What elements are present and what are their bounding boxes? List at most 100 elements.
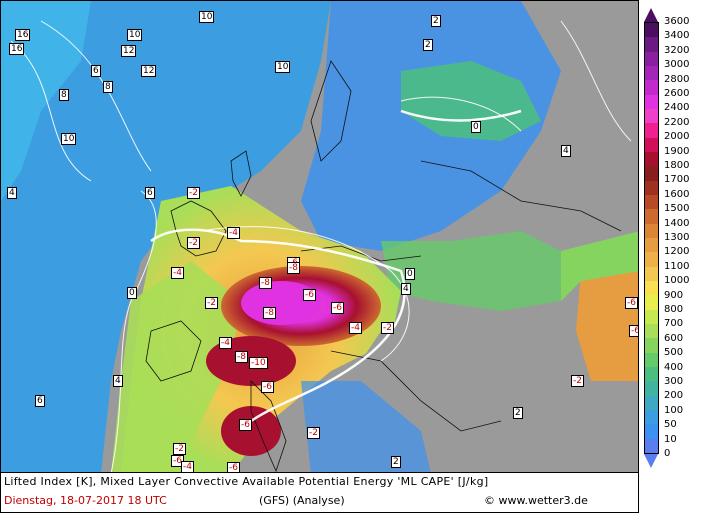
lifted-index-label: -10 (249, 357, 268, 369)
scale-tick-label: 1300 (664, 232, 690, 243)
scale-tick-label: 1600 (664, 188, 690, 200)
lifted-index-label: -6 (239, 419, 252, 431)
lifted-index-label: -2 (307, 427, 320, 439)
scale-color-cell (645, 80, 658, 95)
scale-tick-label: 100 (664, 404, 684, 416)
lifted-index-label: 10 (61, 133, 77, 145)
scale-tick-label: 1800 (664, 160, 690, 171)
scale-color-cell (645, 180, 658, 195)
scale-tick-label: 3600 (664, 16, 690, 27)
scale-tick-label: 1900 (664, 145, 690, 157)
lifted-index-label: 8 (103, 81, 113, 93)
scale-tick-label: 10 (664, 433, 677, 445)
lifted-index-label: -4 (181, 461, 194, 472)
color-scale: 3600 3400 3200 3000 2800 2600 2400 2200 2000 1900… (640, 0, 704, 473)
cape-east-warm (576, 261, 638, 381)
scale-arrow-down-icon (644, 454, 658, 468)
scale-tick-label: 200 (664, 390, 684, 402)
scale-tick-label: 2600 (664, 88, 690, 99)
scale-color-cell (645, 309, 658, 324)
lifted-index-label: -6 (629, 325, 638, 337)
scale-color-cell (645, 266, 658, 281)
scale-color-cell (645, 194, 658, 210)
lifted-index-label: 12 (121, 45, 137, 57)
scale-tick-label: 1700 (664, 174, 690, 186)
scale-color-cell (645, 424, 658, 439)
cape-italy-blue (301, 381, 431, 472)
scale-tick-label: 1000 (664, 275, 690, 287)
lifted-index-label: -8 (259, 277, 272, 289)
scale-color-cell (645, 65, 658, 81)
lifted-index-label: -4 (219, 337, 232, 349)
scale-tick-label: 800 (664, 304, 684, 315)
scale-color-cell (645, 23, 658, 38)
cape-east-green-2 (561, 231, 638, 301)
lifted-index-label: -6 (303, 289, 316, 301)
scale-color-cell (645, 295, 658, 310)
scale-color-cell (645, 37, 658, 52)
lifted-index-label: 2 (513, 407, 523, 419)
scale-tick-label: 1100 (664, 260, 690, 272)
lifted-index-label: 8 (59, 89, 69, 101)
cape-scandinavia-green (401, 61, 541, 141)
scale-color-cell (645, 151, 658, 167)
scale-color-cell (645, 395, 658, 410)
lifted-index-label: 10 (199, 11, 215, 23)
scale-color-cell (645, 323, 658, 339)
cape-france-green (111, 261, 241, 472)
lifted-index-label: 0 (405, 268, 415, 280)
scale-tick-label: 500 (664, 347, 684, 359)
lifted-index-label: -6 (261, 381, 274, 393)
scale-color-cell (645, 123, 658, 138)
scale-tick-label: 1400 (664, 217, 690, 229)
map-date: Dienstag, 18-07-2017 18 UTC (4, 494, 167, 507)
lifted-index-label: -2 (173, 443, 186, 455)
scale-color-cell (645, 51, 658, 66)
scale-color-cell (645, 223, 658, 238)
lifted-index-label: 4 (7, 187, 17, 199)
lifted-index-label: 10 (275, 61, 291, 73)
model-info: (GFS) (Analyse) (259, 494, 345, 507)
scale-tick-label: 0 (664, 448, 671, 459)
lifted-index-label: -4 (349, 322, 362, 334)
scale-tick-label: 2800 (664, 73, 690, 85)
scale-color-cell (645, 237, 658, 253)
lifted-index-label: -8 (263, 307, 276, 319)
lifted-index-label: 4 (561, 145, 571, 157)
lifted-index-label: 16 (15, 29, 31, 41)
cape-east-green (381, 231, 561, 311)
scale-color-cell (645, 438, 658, 453)
scale-color-cell (645, 352, 658, 367)
scale-tick-label: 1200 (664, 246, 690, 258)
isolines (10, 20, 632, 472)
lifted-index-label: -2 (571, 375, 584, 387)
lifted-index-label: -8 (287, 262, 300, 274)
lifted-index-label: -4 (227, 227, 240, 239)
cape-core-magenta-bright (241, 281, 321, 325)
lifted-index-label: 10 (127, 29, 143, 41)
cape-italy-red (221, 406, 281, 456)
cape-lifted-index-map (1, 1, 638, 472)
scale-bar (644, 22, 659, 454)
scale-color-cell (645, 381, 658, 396)
scale-tick-label: 600 (664, 332, 684, 344)
scale-tick-label: 3000 (664, 59, 690, 71)
scale-tick-label: 300 (664, 376, 684, 387)
weather-map: 16 16 10 10 12 12 10 10 8 8 6 6 4 4 4 2 2 0 0 0 -2 -2 -4 -4 -2 -8… (0, 0, 639, 473)
lifted-index-label: 4 (113, 375, 123, 387)
scale-tick-label: 50 (664, 419, 677, 431)
scale-color-cell (645, 252, 658, 267)
lifted-index-label: -2 (205, 297, 218, 309)
lifted-index-label: 0 (471, 121, 481, 133)
lifted-index-label: -6 (331, 302, 344, 314)
scale-tick-label: 400 (664, 361, 684, 373)
scale-tick-label: 700 (664, 318, 684, 330)
scale-tick-label: 2200 (664, 116, 690, 128)
scale-tick-label: 900 (664, 289, 684, 301)
lifted-index-label: 6 (35, 395, 45, 407)
copyright-link[interactable]: © www.wetter3.de (484, 494, 588, 507)
scale-arrow-up-icon (644, 8, 658, 22)
scale-color-cell (645, 338, 658, 353)
scale-tick-label: 3400 (664, 30, 690, 42)
lifted-index-label: -6 (227, 462, 240, 473)
